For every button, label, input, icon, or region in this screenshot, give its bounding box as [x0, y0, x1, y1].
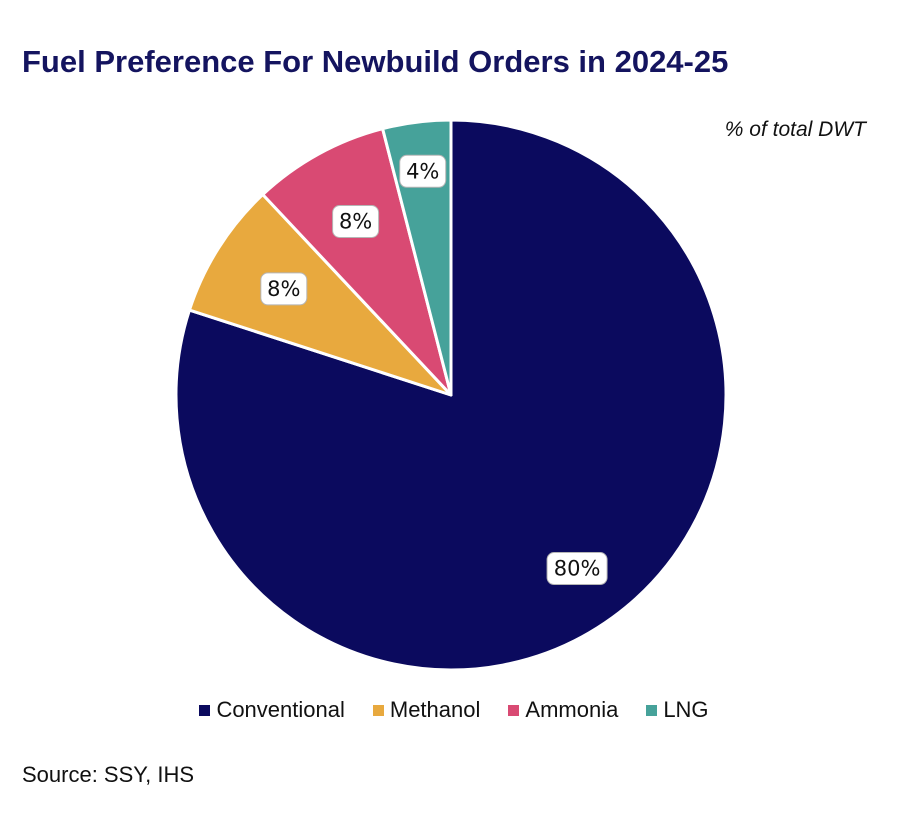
data-label-ammonia: 8% [332, 204, 380, 238]
legend-label: Conventional [216, 697, 345, 722]
legend-item-ammonia: Ammonia [508, 697, 618, 723]
source-note: Source: SSY, IHS [22, 762, 195, 787]
legend-item-lng: LNG [646, 697, 709, 723]
legend-item-conventional: Conventional [199, 697, 345, 723]
pie-slice-lng [381, 118, 453, 397]
data-label-text: 8% [267, 277, 300, 301]
data-label-methanol: 8% [260, 272, 308, 306]
data-label-lng: 4% [399, 154, 447, 188]
legend-label: LNG [663, 697, 709, 722]
chart-title: Fuel Preference For Newbuild Orders in 2… [22, 44, 729, 79]
legend-swatch [646, 704, 658, 716]
data-label-box [260, 272, 308, 306]
pie-slice-methanol [187, 193, 453, 397]
chart-subtitle: % of total DWT [724, 118, 866, 141]
pie-chart: 80% 8% 8% 4% [174, 118, 728, 672]
data-label-text: 8% [339, 209, 372, 233]
legend-swatch [372, 704, 384, 716]
legend-swatch [199, 704, 211, 716]
pie-slice-ammonia [261, 127, 453, 397]
legend-item-methanol: Methanol [372, 697, 481, 723]
pie-labels: 80% 8% 8% 4% [260, 154, 608, 586]
data-label-box [332, 204, 380, 238]
legend-label: Ammonia [525, 697, 619, 722]
data-label-text: 4% [406, 159, 439, 183]
data-label-conventional: 80% [546, 552, 608, 586]
data-label-text: 80% [554, 557, 601, 581]
data-label-box [399, 154, 447, 188]
chart-legend: Conventional Methanol Ammonia LNG [0, 697, 908, 723]
legend-swatch [508, 704, 520, 716]
legend-label: Methanol [389, 697, 481, 722]
pie-slices [174, 118, 728, 672]
data-label-box [546, 552, 608, 586]
